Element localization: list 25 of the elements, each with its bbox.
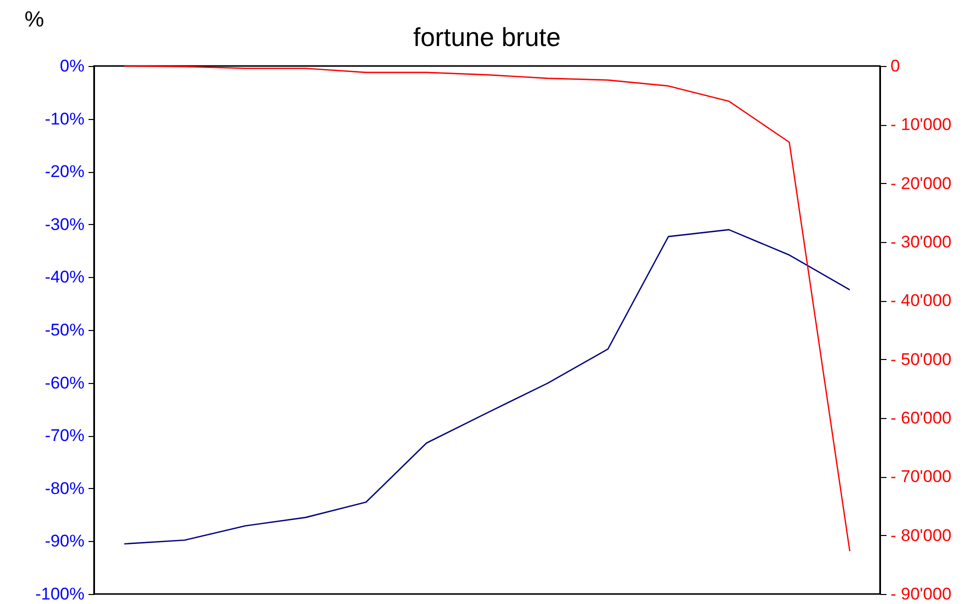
y2-tick-label: - 70'000 xyxy=(890,467,952,486)
y-axis-title: % xyxy=(24,6,44,32)
y2-tick-label: - 10'000 xyxy=(890,115,952,134)
y2-tick-label: - 50'000 xyxy=(890,350,952,369)
y-tick-label: -30% xyxy=(44,214,84,234)
y2-tick-label: - 60'000 xyxy=(890,408,952,428)
y2-tick-label: - 40'000 xyxy=(890,291,952,310)
y-tick-label: -80% xyxy=(44,478,84,498)
y2-tick-label: 0 xyxy=(890,56,900,76)
y2-tick-label: - 80'000 xyxy=(890,526,952,545)
line-series xyxy=(124,229,850,544)
y2-tick-label: - 90'000 xyxy=(890,584,952,604)
y-tick-label: 0% xyxy=(60,56,84,76)
y-tick-label: -10% xyxy=(44,109,84,128)
y-tick-label: -40% xyxy=(44,268,84,287)
y2-tick-label: - 20'000 xyxy=(890,174,952,193)
y-tick-label: -90% xyxy=(44,532,84,551)
y-tick-label: -70% xyxy=(44,426,84,446)
y-tick-label: -60% xyxy=(44,373,84,392)
y2-tick-label: - 30'000 xyxy=(890,232,952,252)
line-series xyxy=(124,65,850,552)
y-tick-label: -50% xyxy=(44,320,84,340)
y-tick-label: -100% xyxy=(35,584,84,604)
chart-title: fortune brute xyxy=(413,22,561,52)
y-tick-label: -20% xyxy=(44,162,84,182)
